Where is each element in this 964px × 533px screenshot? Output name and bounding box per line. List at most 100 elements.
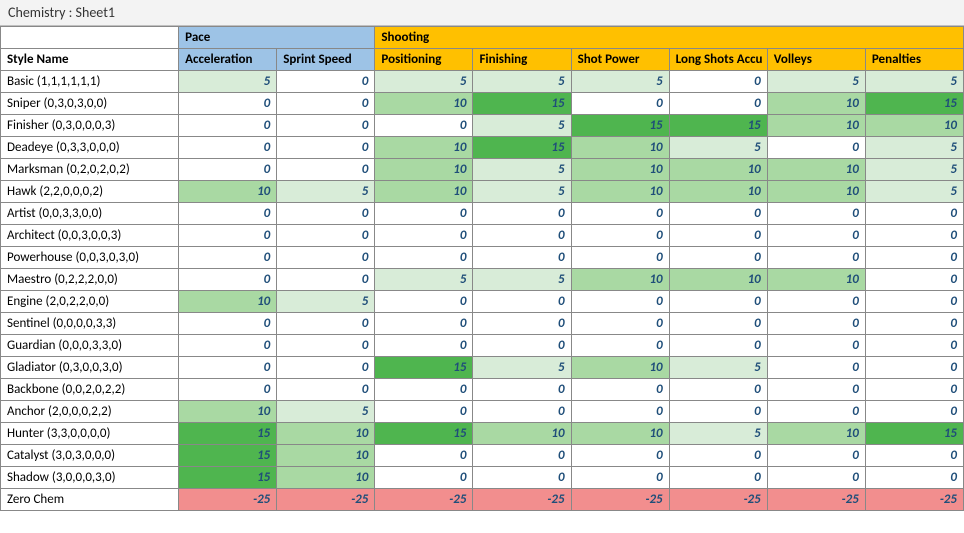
style-name-cell[interactable]: Basic (1,1,1,1,1,1) [1,71,179,93]
data-cell[interactable]: 0 [767,445,865,467]
data-cell[interactable]: 0 [669,401,767,423]
data-cell[interactable]: 0 [865,203,963,225]
data-cell[interactable]: 0 [571,445,669,467]
data-cell[interactable]: 0 [179,159,277,181]
data-cell[interactable]: 0 [767,357,865,379]
data-cell[interactable]: 15 [473,137,571,159]
data-cell[interactable]: 0 [277,71,375,93]
data-cell[interactable]: 0 [473,401,571,423]
style-name-cell[interactable]: Deadeye (0,3,3,0,0,0) [1,137,179,159]
data-cell[interactable]: 0 [865,291,963,313]
data-cell[interactable]: 0 [179,115,277,137]
data-cell[interactable]: 0 [571,291,669,313]
data-cell[interactable]: 0 [865,247,963,269]
data-cell[interactable]: 10 [669,159,767,181]
data-cell[interactable]: 0 [669,445,767,467]
data-cell[interactable]: 0 [179,357,277,379]
data-cell[interactable]: 15 [179,423,277,445]
data-cell[interactable]: 10 [277,423,375,445]
data-cell[interactable]: 0 [865,445,963,467]
data-cell[interactable]: 0 [375,115,473,137]
data-cell[interactable]: 10 [767,423,865,445]
data-cell[interactable]: 5 [669,357,767,379]
data-cell[interactable]: 0 [767,379,865,401]
data-cell[interactable]: 0 [865,379,963,401]
data-cell[interactable]: 0 [473,203,571,225]
data-cell[interactable]: 0 [767,313,865,335]
data-cell[interactable]: 0 [277,115,375,137]
data-cell[interactable]: 5 [473,159,571,181]
data-cell[interactable]: -25 [571,489,669,511]
data-cell[interactable]: 10 [375,93,473,115]
data-cell[interactable]: 5 [375,71,473,93]
data-cell[interactable]: 10 [571,159,669,181]
data-cell[interactable]: 10 [571,357,669,379]
style-name-cell[interactable]: Maestro (0,2,2,2,0,0) [1,269,179,291]
data-cell[interactable]: 0 [571,247,669,269]
style-name-cell[interactable]: Sentinel (0,0,0,0,3,3) [1,313,179,335]
data-cell[interactable]: -25 [179,489,277,511]
style-name-cell[interactable]: Engine (2,0,2,2,0,0) [1,291,179,313]
data-cell[interactable]: 0 [571,313,669,335]
data-cell[interactable]: 10 [375,159,473,181]
data-cell[interactable]: 0 [375,313,473,335]
data-cell[interactable]: 0 [277,379,375,401]
data-cell[interactable]: 0 [669,203,767,225]
data-cell[interactable]: 15 [571,115,669,137]
group-header[interactable]: Shooting [375,27,964,49]
style-name-cell[interactable]: Backbone (0,0,2,0,2,2) [1,379,179,401]
data-cell[interactable]: 0 [277,269,375,291]
data-cell[interactable]: 0 [571,379,669,401]
data-cell[interactable]: 0 [179,203,277,225]
data-cell[interactable]: 0 [375,401,473,423]
data-cell[interactable]: 0 [865,335,963,357]
style-name-cell[interactable]: Marksman (0,2,0,2,0,2) [1,159,179,181]
style-name-cell[interactable]: Hawk (2,2,0,0,0,2) [1,181,179,203]
data-cell[interactable]: 10 [179,291,277,313]
data-cell[interactable]: 15 [375,357,473,379]
data-cell[interactable]: 0 [571,93,669,115]
style-name-cell[interactable]: Architect (0,0,3,0,0,3) [1,225,179,247]
data-cell[interactable]: 0 [473,225,571,247]
data-cell[interactable]: 0 [669,335,767,357]
style-name-cell[interactable]: Catalyst (3,0,3,0,0,0) [1,445,179,467]
data-cell[interactable]: 0 [375,467,473,489]
data-cell[interactable]: 5 [277,291,375,313]
data-cell[interactable]: 0 [767,401,865,423]
data-cell[interactable]: 5 [669,423,767,445]
data-cell[interactable]: 0 [277,137,375,159]
data-cell[interactable]: 0 [179,225,277,247]
data-cell[interactable]: 0 [865,225,963,247]
data-cell[interactable]: 10 [179,181,277,203]
style-name-header[interactable]: Style Name [1,49,179,71]
data-cell[interactable]: 15 [473,93,571,115]
data-cell[interactable]: 0 [767,225,865,247]
sub-header[interactable]: Sprint Speed [277,49,375,71]
data-cell[interactable]: 5 [473,115,571,137]
data-cell[interactable]: 0 [767,467,865,489]
data-cell[interactable]: 10 [767,93,865,115]
data-cell[interactable]: 0 [375,335,473,357]
data-cell[interactable]: 10 [767,269,865,291]
data-cell[interactable]: 0 [277,357,375,379]
data-cell[interactable]: 0 [669,467,767,489]
data-cell[interactable]: 15 [669,115,767,137]
data-cell[interactable]: 10 [767,115,865,137]
data-cell[interactable]: 0 [375,247,473,269]
data-cell[interactable]: -25 [277,489,375,511]
data-cell[interactable]: 5 [865,181,963,203]
style-name-cell[interactable]: Guardian (0,0,0,3,3,0) [1,335,179,357]
sub-header[interactable]: Shot Power [571,49,669,71]
data-cell[interactable]: 0 [865,357,963,379]
data-cell[interactable]: 10 [669,181,767,203]
style-name-cell[interactable]: Powerhouse (0,0,3,0,3,0) [1,247,179,269]
data-cell[interactable]: 0 [375,379,473,401]
style-name-cell[interactable]: Sniper (0,3,0,3,0,0) [1,93,179,115]
data-cell[interactable]: 5 [375,269,473,291]
data-cell[interactable]: 0 [473,247,571,269]
data-cell[interactable]: -25 [767,489,865,511]
style-name-cell[interactable]: Zero Chem [1,489,179,511]
data-cell[interactable]: 0 [865,269,963,291]
data-cell[interactable]: 0 [277,203,375,225]
style-name-cell[interactable]: Artist (0,0,3,3,0,0) [1,203,179,225]
